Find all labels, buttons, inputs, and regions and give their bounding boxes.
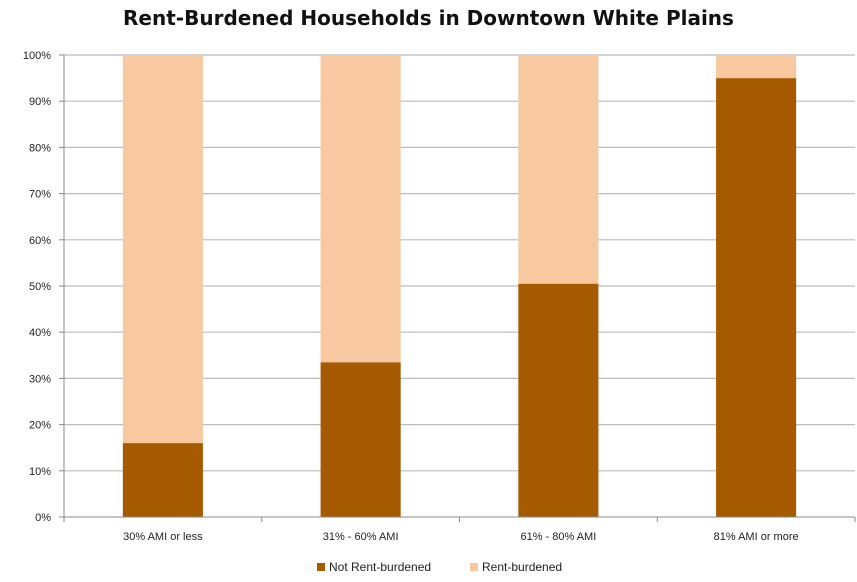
y-tick-label: 50% [29, 281, 51, 293]
y-tick-label: 10% [29, 466, 51, 478]
bar-rent-burdened [320, 55, 401, 363]
y-tick-labels: 0% 10% 20% 30% 40% 50% 60% 70% 80% 90% 100% [23, 50, 51, 524]
y-tick-label: 70% [29, 189, 51, 201]
legend-swatch [470, 563, 478, 571]
y-tick-label: 20% [29, 420, 51, 432]
axes [59, 54, 856, 522]
y-tick-label: 60% [29, 235, 51, 247]
y-tick-label: 30% [29, 373, 51, 385]
y-tick-label: 80% [29, 142, 51, 154]
x-tick-label: 61% - 80% AMI [520, 531, 596, 543]
bar-rent-burdened [716, 55, 797, 79]
legend-label: Rent-burdened [482, 560, 562, 574]
bar-rent-burdened [518, 55, 599, 284]
bar-not-rent-burdened [122, 443, 203, 517]
x-tick-label: 81% AMI or more [714, 531, 799, 543]
legend: Not Rent-burdened Rent-burdened [317, 560, 562, 574]
bar-not-rent-burdened [716, 78, 797, 517]
y-tick-label: 40% [29, 327, 51, 339]
bar-not-rent-burdened [518, 283, 599, 517]
y-tick-label: 0% [35, 512, 51, 524]
y-tick-label: 100% [23, 50, 51, 62]
legend-label: Not Rent-burdened [329, 560, 431, 574]
x-tick-labels: 30% AMI or less 31% - 60% AMI 61% - 80% AM… [123, 531, 798, 543]
legend-swatch [317, 563, 325, 571]
bar-rent-burdened [122, 55, 203, 444]
x-tick-label: 30% AMI or less [123, 531, 203, 543]
y-tick-label: 90% [29, 96, 51, 108]
bar-not-rent-burdened [320, 362, 401, 517]
bars [122, 55, 797, 517]
x-tick-label: 31% - 60% AMI [323, 531, 399, 543]
chart-title: Rent-Burdened Households in Downtown Whi… [123, 6, 734, 30]
